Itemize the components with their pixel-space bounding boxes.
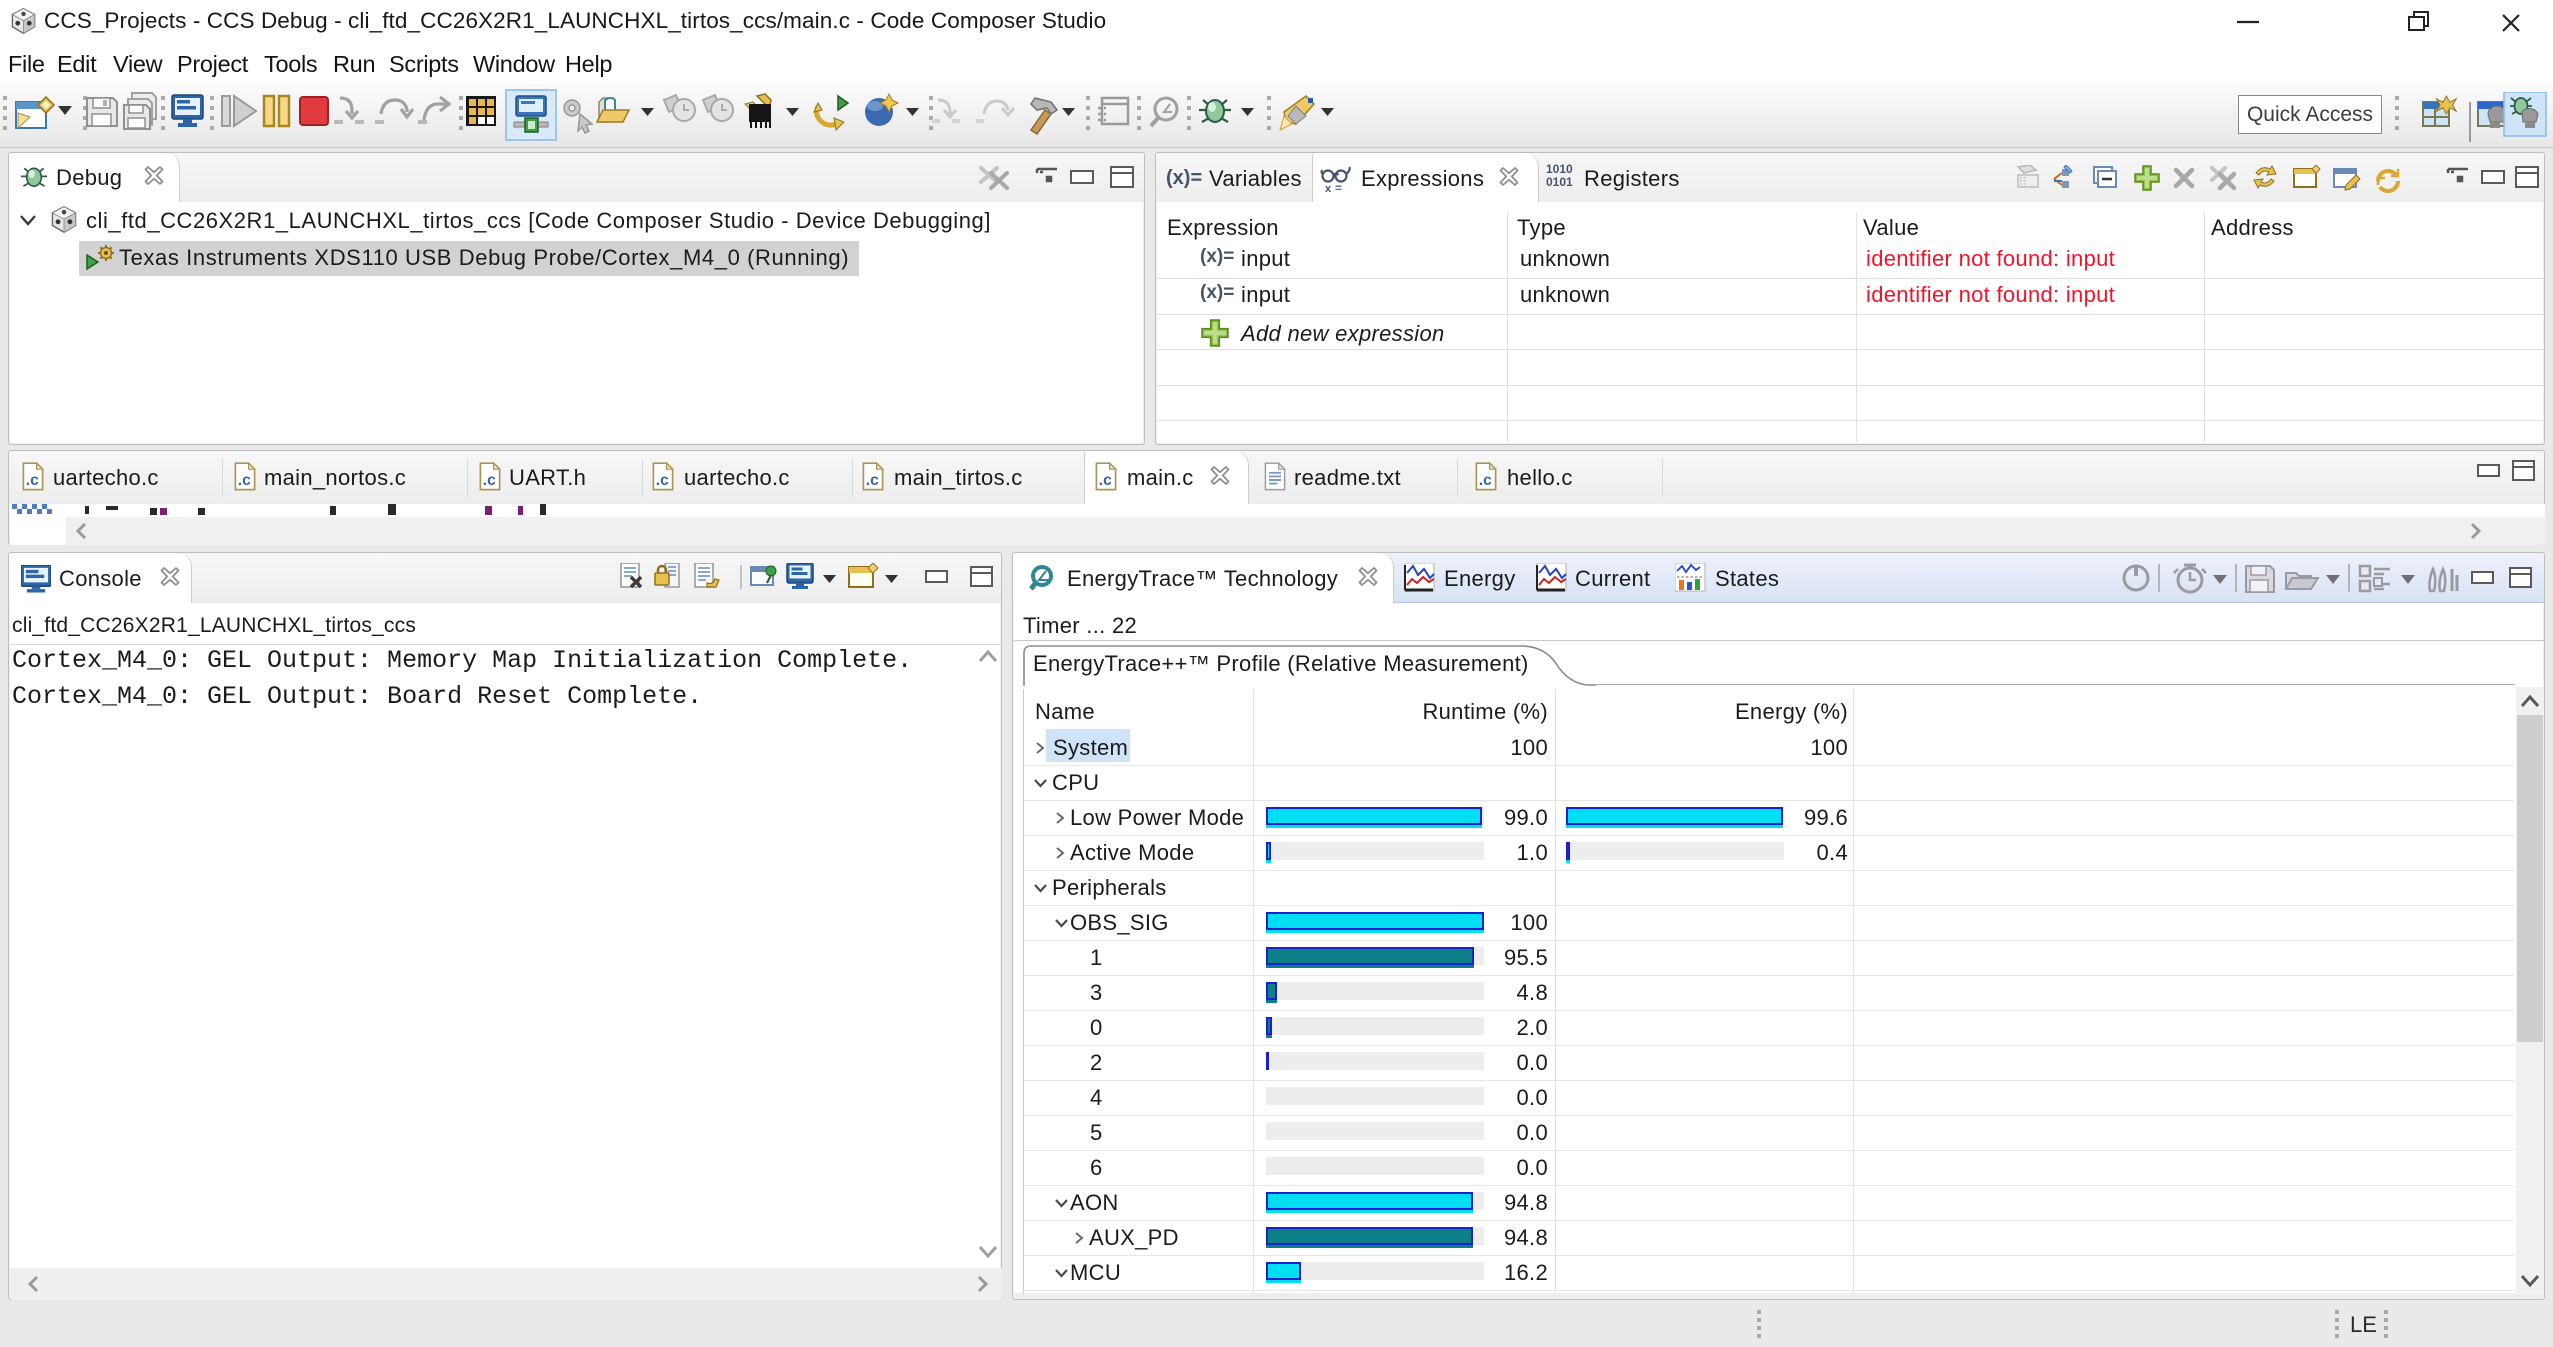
svg-text:x: x [1325,183,1332,194]
svg-text:=: = [1335,181,1342,194]
